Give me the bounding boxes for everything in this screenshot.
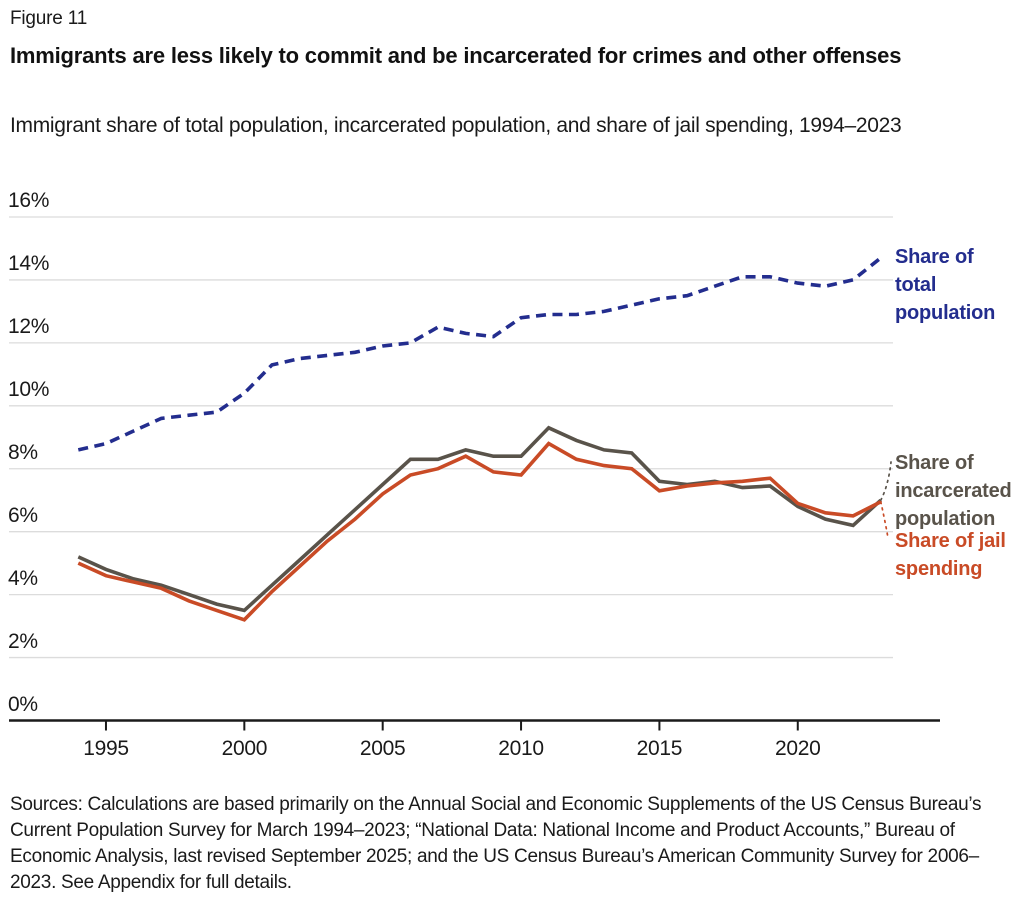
- annotation-line: total: [895, 274, 937, 296]
- y-axis-label: 16%: [8, 188, 50, 212]
- annotation-jail-spending: Share of jail spending: [895, 527, 1024, 583]
- x-axis-label: 2005: [359, 737, 406, 760]
- annotation-line: Share of: [895, 452, 974, 474]
- annotation-line: incarcerated: [895, 480, 1012, 502]
- series-line-incarcerated: [77, 425, 883, 613]
- y-axis-label: 10%: [8, 377, 50, 401]
- figure-label: Figure 11: [10, 8, 88, 29]
- annotation-line: population: [895, 508, 996, 530]
- annotation-incarcerated: Share of incarcerated population: [895, 449, 1024, 533]
- y-axis-label: 12%: [8, 314, 50, 338]
- series-line-total_population: [77, 256, 882, 452]
- y-axis-label: 0%: [8, 692, 38, 716]
- annotation-line: Share of jail: [895, 530, 1006, 552]
- series-line-jail_spending: [77, 441, 882, 622]
- x-axis-label: 1995: [83, 737, 129, 760]
- y-axis-label: 8%: [8, 440, 38, 464]
- x-axis-label: 2000: [221, 737, 268, 760]
- chart-subtitle: Immigrant share of total population, inc…: [10, 114, 902, 137]
- annotation-total-population: Share of total population: [895, 243, 1024, 327]
- x-axis-label: 2015: [636, 737, 683, 760]
- x-axis-label: 2020: [775, 737, 821, 760]
- y-axis-label: 14%: [8, 251, 50, 275]
- annotation-line: Share of: [895, 246, 974, 268]
- x-axis-label: 2010: [498, 737, 544, 760]
- y-axis-label: 6%: [8, 503, 38, 527]
- leader-line-incarcerated: [879, 461, 892, 502]
- annotation-line: spending: [895, 558, 983, 580]
- chart-title: Immigrants are less likely to commit and…: [10, 43, 902, 68]
- y-axis-label: 2%: [8, 629, 38, 653]
- leader-line-jail-spending: [879, 500, 889, 536]
- annotation-line: population: [895, 302, 996, 324]
- sources-note: Sources: Calculations are based primaril…: [10, 794, 982, 893]
- y-axis-label: 4%: [8, 566, 38, 590]
